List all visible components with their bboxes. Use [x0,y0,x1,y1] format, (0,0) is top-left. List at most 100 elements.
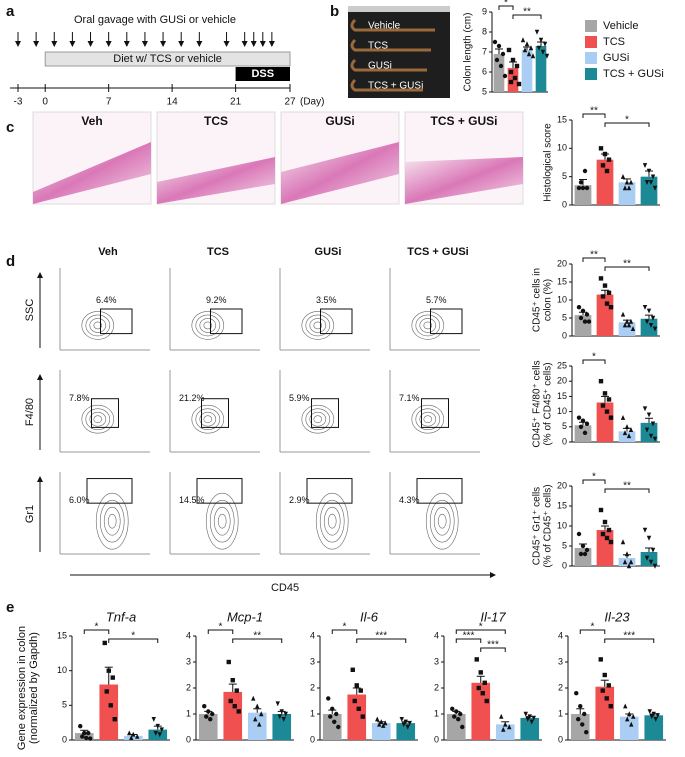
y-tick-label: 0 [562,199,567,209]
data-point [255,703,260,709]
data-point [625,716,630,722]
y-tick-label: 20 [557,376,567,386]
data-point [602,283,608,288]
data-point [358,688,363,693]
significance-label: * [592,352,596,363]
y-tick-label: 10 [557,294,567,304]
data-point [500,51,506,57]
data-point [80,734,85,739]
flow-column: TCS [207,246,229,258]
data-point [578,180,584,185]
significance-label: * [504,0,508,9]
data-point [608,704,613,709]
data-point [604,301,610,306]
data-point [88,736,93,741]
contour [315,492,349,550]
contour [305,408,331,431]
flow-percent: 21.2% [179,393,205,403]
y-axis-label: (% of CD45⁺ cells) [543,362,554,445]
colon-sample [350,58,427,72]
data-point [508,79,514,85]
contour [199,318,217,333]
y-tick-label: 2 [310,682,315,692]
gene-ylabel: (normalized by Gapdh) [28,632,40,744]
bar [618,431,636,442]
histology-label: TCS [204,114,228,128]
data-point [503,721,508,727]
bar [618,182,636,205]
data-point [600,163,606,168]
data-point [277,714,282,720]
flow-percent: 2.9% [289,495,310,505]
data-point [580,185,586,191]
data-point [578,704,583,709]
y-tick-label: 10 [57,665,67,675]
data-point [236,709,241,714]
bar [618,558,636,566]
data-point [332,719,337,724]
data-point [328,714,333,719]
chart-title: Il-6 [360,609,379,624]
data-point [474,657,479,662]
data-point [644,180,650,186]
data-point [204,714,209,719]
data-point [582,319,588,324]
timeline-tick-label: 21 [230,97,242,108]
data-point [648,180,654,186]
gate [91,398,119,428]
data-point [642,305,648,310]
data-point [106,668,111,673]
data-point [540,49,546,55]
data-point [580,308,586,313]
data-point [377,721,382,727]
timeline-unit: (Day) [300,97,324,108]
data-point [651,711,656,717]
data-point [534,29,540,35]
flow-column: Veh [98,246,118,258]
bar [471,682,491,740]
data-point [600,688,605,693]
panel-label: d [6,253,15,270]
y-tick-label: 5 [562,171,567,181]
data-point [496,43,502,49]
data-point [482,680,487,685]
data-point [623,703,628,709]
contour [423,415,433,424]
data-point [525,717,530,722]
y-tick-label: 3 [558,656,563,666]
y-axis-label: CD45⁺ Gr1⁺ cells [532,487,543,565]
gate [320,308,353,335]
data-point [600,294,606,299]
data-point [78,723,83,729]
data-point [648,433,654,439]
y-tick-label: 4 [558,630,563,640]
bar [223,691,243,740]
data-point [576,415,582,420]
data-point [584,421,590,426]
contour [95,492,129,550]
data-point [375,716,380,722]
y-tick-label: 2 [558,682,563,692]
data-point [652,185,658,191]
data-point [655,713,660,718]
dss-label: DSS [251,68,274,80]
data-point [627,711,632,717]
data-point [598,146,604,151]
data-point [232,704,237,709]
gate [430,308,463,335]
data-point [501,726,506,732]
bar [272,714,292,740]
significance-bracket [455,638,482,643]
bar [148,729,168,740]
contour [85,314,111,337]
y-tick-label: 10 [557,406,567,416]
data-point [576,531,582,537]
significance-bracket [512,14,542,19]
data-point [230,678,235,683]
data-point [600,531,606,537]
y-tick-label: 2 [186,682,191,692]
histology-label: GUSi [325,114,354,128]
data-point [257,721,262,727]
data-point [456,717,461,722]
